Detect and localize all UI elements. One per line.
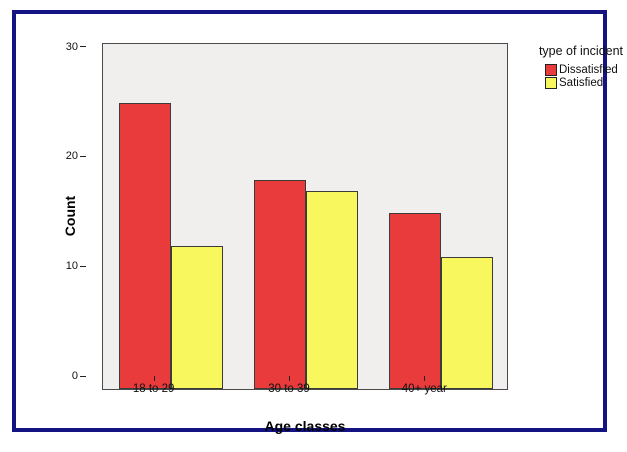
legend-swatch-icon	[545, 64, 557, 76]
bar-satisfied-1	[170, 246, 223, 389]
y-tick-mark	[80, 46, 86, 48]
legend: type of incident Dissatisfied Satisfied	[531, 44, 627, 90]
x-axis-title: Age classes	[264, 418, 346, 434]
x-tick-label: 40+ year	[401, 383, 447, 395]
legend-swatch-icon	[545, 77, 557, 89]
chart-frame: 0 10 20 30 18 to 29 30 to 39 40+ year Count A…	[12, 10, 623, 434]
y-tick-mark	[80, 375, 86, 377]
legend-label: Dissatisfied	[559, 64, 618, 76]
legend-label: Satisfied	[559, 77, 604, 89]
x-tick-label: 18 to 29	[132, 383, 175, 395]
legend-entry: Satisfied	[545, 77, 627, 89]
y-tick-label: 20	[65, 150, 78, 163]
x-tick-label: 30 to 39	[268, 383, 310, 395]
y-tick-label: 0	[71, 370, 78, 382]
bar-dissatisfied-3	[389, 213, 442, 389]
legend-entries: Dissatisfied Satisfied	[531, 64, 627, 89]
y-axis-title: Count	[62, 195, 78, 237]
y-tick-label: 10	[65, 260, 78, 273]
y-tick-mark	[80, 265, 86, 267]
x-tick-mark	[153, 376, 155, 381]
plot-area	[102, 43, 508, 390]
legend-entry: Dissatisfied	[545, 64, 627, 76]
bar-dissatisfied-1	[118, 103, 171, 389]
y-tick-label: 30	[65, 40, 78, 53]
legend-title: type of incident	[538, 44, 624, 58]
x-tick-mark	[424, 376, 426, 381]
bar-dissatisfied-2	[254, 180, 306, 389]
y-tick-mark	[80, 155, 86, 157]
x-tick-mark	[289, 376, 290, 381]
bar-satisfied-3	[441, 257, 494, 389]
bar-satisfied-2	[306, 191, 358, 389]
